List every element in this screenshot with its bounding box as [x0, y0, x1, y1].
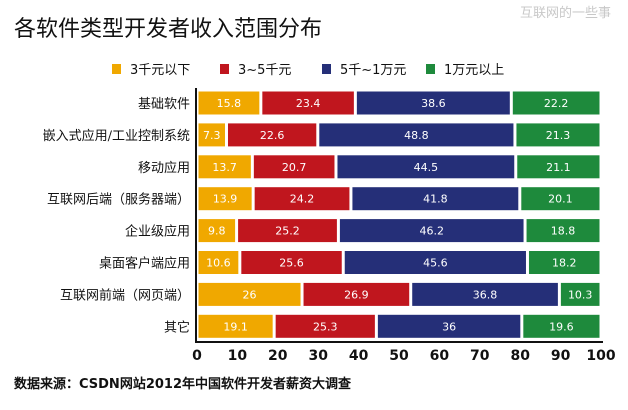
bar-segment: [198, 251, 239, 274]
bar-segment: [254, 187, 350, 211]
bar-segment: [523, 314, 600, 338]
data-label: 44.5: [414, 161, 439, 174]
bar-segment: [275, 314, 375, 338]
source-note: 数据来源：CSDN网站2012年中国软件开发者薪资大调查: [14, 376, 352, 392]
bar-segment: [516, 123, 600, 147]
bar-segment: [526, 219, 600, 243]
chart-title: 各软件类型开发者收入范围分布: [14, 17, 322, 42]
legend-label: 5千~1万元: [340, 63, 406, 78]
bar-segment: [512, 91, 600, 115]
bar-segment: [198, 187, 252, 211]
legend-swatch: [220, 64, 229, 74]
data-label: 45.6: [423, 257, 448, 270]
bar-segment: [262, 91, 354, 115]
bar-segment: [377, 314, 521, 338]
category-label: 互联网前端（网页端）: [60, 287, 190, 303]
bar-segment: [198, 314, 273, 338]
data-label: 25.6: [279, 257, 304, 270]
data-label: 48.8: [404, 129, 429, 142]
watermark: 互联网的一些事: [520, 5, 611, 21]
data-label: 9.8: [208, 225, 226, 238]
bar-segment: [198, 91, 260, 115]
data-label: 23.4: [296, 97, 321, 110]
x-tick-label: 80: [510, 348, 530, 364]
x-tick-label: 30: [308, 348, 328, 364]
bar-segment: [517, 155, 600, 179]
bar-segment: [198, 155, 251, 179]
legend-label: 3千元以下: [130, 63, 190, 78]
legend-swatch: [322, 64, 331, 74]
data-label: 22.6: [260, 129, 285, 142]
data-label: 25.2: [275, 225, 300, 238]
category-label: 基础软件: [138, 97, 190, 112]
data-label: 20.1: [548, 193, 573, 206]
x-tick-label: 40: [349, 348, 369, 364]
data-label: 13.7: [212, 161, 237, 174]
data-label: 18.2: [552, 257, 577, 270]
x-tick-label: 10: [228, 348, 248, 364]
bar-segment: [412, 282, 558, 306]
legend-swatch: [426, 64, 435, 74]
bar-segment: [521, 187, 600, 211]
legend-label: 3~5千元: [238, 63, 291, 78]
x-tick-label: 100: [586, 348, 615, 364]
bar-segment: [198, 123, 225, 147]
data-label: 36.8: [473, 288, 498, 301]
bar-segment: [528, 251, 600, 274]
legend-swatch: [112, 64, 121, 74]
data-label: 15.8: [217, 97, 242, 110]
bar-segment: [238, 219, 337, 243]
x-tick-label: 50: [389, 348, 409, 364]
bar-segment: [253, 155, 335, 179]
x-tick-label: 0: [192, 348, 202, 364]
data-label: 38.6: [421, 97, 446, 110]
category-label: 嵌入式应用/工业控制系统: [43, 128, 190, 144]
bar-segment: [560, 282, 600, 306]
data-label: 26: [243, 288, 257, 301]
data-label: 7.3: [203, 129, 221, 142]
bar-segment: [352, 187, 519, 211]
bar-segment: [241, 251, 342, 274]
data-label: 20.7: [282, 161, 307, 174]
data-label: 25.3: [313, 320, 338, 333]
bar-segment: [337, 155, 515, 179]
data-label: 19.6: [549, 320, 574, 333]
category-label: 其它: [164, 319, 190, 335]
category-label: 桌面客户端应用: [99, 256, 190, 272]
data-label: 13.9: [213, 193, 238, 206]
legend-label: 1万元以上: [444, 63, 504, 78]
data-label: 41.8: [423, 193, 448, 206]
data-label: 26.9: [344, 288, 369, 301]
bar-segment: [227, 123, 317, 147]
bar-segment: [356, 91, 510, 115]
bar-segment: [319, 123, 514, 147]
x-tick-label: 60: [430, 348, 450, 364]
data-label: 18.8: [551, 225, 576, 238]
data-label: 36: [442, 320, 456, 333]
x-tick-label: 20: [268, 348, 288, 364]
data-label: 21.3: [546, 129, 571, 142]
data-label: 24.2: [290, 193, 315, 206]
bar-segment: [339, 219, 524, 243]
bar-segment: [198, 282, 301, 306]
bar-segment: [198, 219, 236, 243]
data-label: 10.3: [568, 288, 593, 301]
data-label: 46.2: [419, 225, 444, 238]
data-label: 10.6: [206, 257, 231, 270]
bar-segment: [303, 282, 410, 306]
bar-segment: [344, 251, 526, 274]
data-label: 21.1: [546, 161, 571, 174]
data-label: 22.2: [544, 97, 569, 110]
category-label: 互联网后端（服务器端）: [47, 192, 190, 208]
category-label: 移动应用: [138, 160, 190, 176]
category-label: 企业级应用: [125, 224, 190, 240]
x-tick-label: 70: [470, 348, 490, 364]
x-tick-label: 90: [551, 348, 571, 364]
data-label: 19.1: [223, 320, 248, 333]
